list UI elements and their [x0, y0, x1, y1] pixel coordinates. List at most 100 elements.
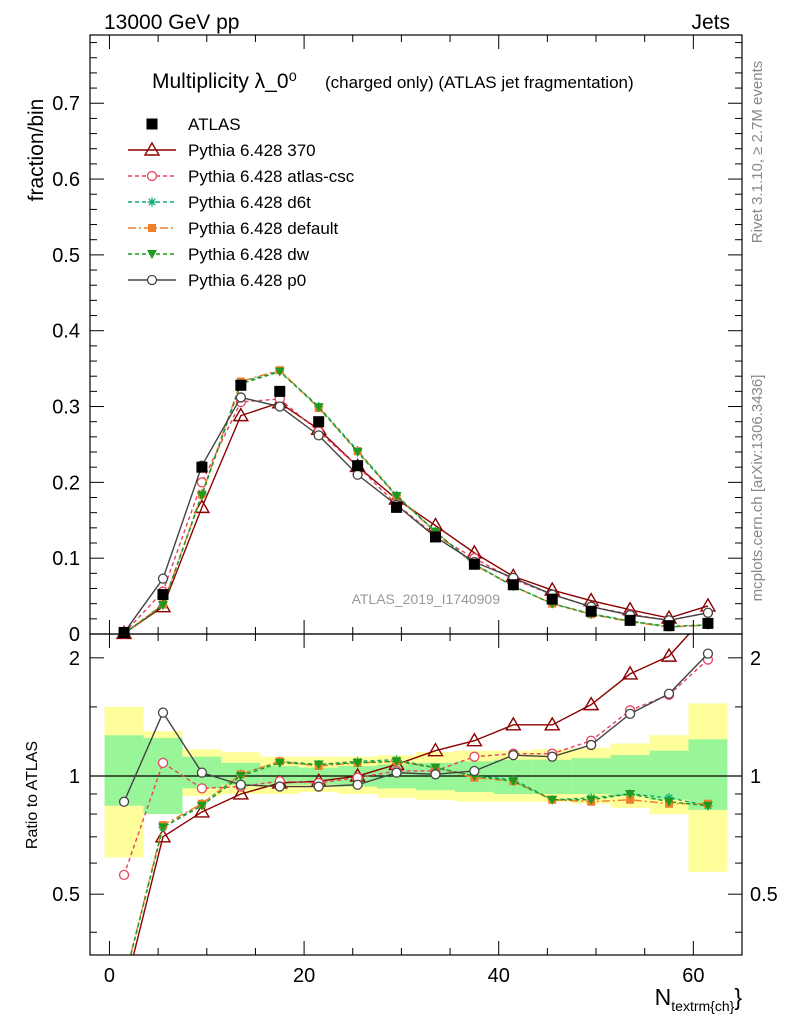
- ratio-point-pythia-6-428-p0-7: [391, 767, 402, 778]
- ratio-point-pythia-6-428-dw-3: [235, 772, 246, 782]
- point-atlas-7: [391, 501, 403, 513]
- ratio-point-pythia-6-428-370-9: [466, 732, 483, 747]
- y-tick-label-0.3: 0.3: [52, 397, 80, 419]
- ratio-point-pythia-6-428-dw-7: [391, 757, 402, 767]
- legend-marker-pythia-6-428-default: [148, 224, 156, 232]
- point-atlas-4: [274, 385, 286, 397]
- legend-marker-pythia-6-428-370: [143, 141, 161, 156]
- legend-item-pythia-6-428-p0: Pythia 6.428 p0: [128, 271, 306, 290]
- side-label-top-text: Rivet 3.1.10, ≥ 2.7M events: [749, 61, 766, 244]
- axis-ticks: 0 20 40 60 0 0.1 0.2 0.3 0.4 0.5 0.6 0.7 0.5 0.5 1 1 2 2: [52, 35, 778, 987]
- ratio-point-pythia-6-428-370-12: [582, 696, 600, 711]
- legend-marker-pythia-6-428-d6t: [147, 197, 157, 207]
- band-inner-15: [688, 739, 728, 810]
- ratio-point-pythia-6-428-p0-9: [469, 765, 480, 777]
- ratio-point-pythia-6-428-p0-3: [235, 779, 246, 790]
- chart-title: Multiplicity λ_0⁰ (charged only) (ATLAS …: [152, 70, 634, 93]
- legend-marker-atlas: [146, 118, 158, 130]
- series-line-pythia-6-428-p0: [123, 396, 709, 634]
- y-axis-label-text: fraction/bin: [25, 99, 48, 202]
- point-atlas-11: [546, 593, 558, 605]
- series-atlas: [118, 379, 714, 638]
- ratio-point-pythia-6-428-370-2: [193, 803, 211, 818]
- point-pythia-6-428-p0-3: [235, 392, 246, 403]
- ratio-point-pythia-6-428-p0-13: [624, 708, 636, 719]
- main-series-layer: [115, 366, 717, 640]
- y-tick-label-0.5: 0.5: [52, 245, 80, 267]
- point-atlas-8: [429, 531, 441, 543]
- ratio-point-pythia-6-428-atlas-csc-9: [469, 751, 480, 762]
- y-tick-label-0.4: 0.4: [52, 321, 80, 343]
- point-pythia-6-428-p0-1: [157, 573, 169, 584]
- point-atlas-9: [468, 558, 480, 570]
- point-pythia-6-428-p0-5: [313, 430, 324, 441]
- uncertainty-bands: [104, 703, 728, 872]
- legend-label-pythia-6-428-dw: Pythia 6.428 dw: [188, 245, 310, 264]
- series-line-pythia-6-428-dw: [123, 370, 708, 635]
- side-label-bottom: mcplots.cern.ch [arXiv:1306.3436]: [749, 375, 766, 602]
- point-pythia-6-428-p0-6: [352, 469, 363, 480]
- y-axis-label: fraction/bin: [25, 99, 48, 202]
- ratio-point-pythia-6-428-dw-2: [196, 801, 207, 811]
- point-atlas-14: [663, 620, 675, 632]
- ratio-point-pythia-6-428-370-11: [544, 716, 561, 731]
- point-pythia-6-428-370-3: [232, 407, 250, 422]
- y-tick-label-0: 0: [69, 624, 80, 646]
- y-tick-label-0.1: 0.1: [52, 548, 80, 570]
- ratio-point-pythia-6-428-370-10: [505, 716, 522, 731]
- point-pythia-6-428-p0-15: [702, 607, 714, 618]
- chart-title-suffix: (charged only) (ATLAS jet fragmentation): [325, 73, 634, 92]
- ratio-point-pythia-6-428-dw-5: [313, 760, 324, 770]
- point-atlas-6: [352, 460, 364, 472]
- ratio-axis-label-text: Ratio to ATLAS: [24, 741, 41, 849]
- point-pythia-6-428-370-2: [193, 498, 211, 514]
- point-pythia-6-428-dw-4: [274, 367, 285, 377]
- point-pythia-6-428-p0-4: [274, 401, 285, 412]
- legend-item-pythia-6-428-atlas-csc: Pythia 6.428 atlas-csc: [128, 167, 355, 186]
- band-inner-14: [649, 750, 689, 800]
- point-atlas-5: [313, 416, 325, 428]
- ratio-series-pythia-6-428-p0: [118, 648, 714, 807]
- point-atlas-15: [702, 617, 714, 629]
- ratio-point-pythia-6-428-dw-11: [547, 795, 558, 805]
- ratio-tick-label-left-1: 1: [69, 766, 80, 788]
- ratio-point-pythia-6-428-p0-11: [547, 751, 558, 762]
- y-tick-label-0.2: 0.2: [52, 472, 80, 494]
- x-axis-label-close: }: [734, 984, 742, 1010]
- ratio-line-pythia-6-428-370: [132, 634, 690, 955]
- chart-title-main: Multiplicity λ_0⁰: [152, 70, 297, 93]
- point-pythia-6-428-dw-7: [391, 492, 402, 502]
- x-axis-label: Ntextrm{ch}}: [655, 984, 743, 1014]
- point-atlas-0: [118, 626, 130, 638]
- ratio-frame: [89, 633, 743, 956]
- ratio-point-pythia-6-428-dw-4: [274, 758, 285, 768]
- point-atlas-3: [235, 379, 247, 391]
- side-label-top: Rivet 3.1.10, ≥ 2.7M events: [749, 61, 766, 244]
- ratio-point-pythia-6-428-p0-2: [196, 767, 208, 778]
- ratio-point-pythia-6-428-p0-4: [274, 781, 285, 792]
- ratio-point-pythia-6-428-p0-1: [157, 707, 169, 718]
- y-tick-label-0.7: 0.7: [52, 93, 80, 115]
- x-axis-label-sub: textrm{ch}: [671, 998, 734, 1014]
- legend-item-atlas: ATLAS: [146, 115, 241, 134]
- ratio-tick-label-right-2: 2: [750, 648, 761, 670]
- header-left: 13000 GeV pp: [104, 11, 239, 34]
- ratio-point-pythia-6-428-p0-10: [508, 750, 519, 761]
- ratio-line-pythia-6-428-dw: [129, 760, 709, 955]
- x-tick-label-60: 60: [682, 965, 704, 987]
- ratio-tick-label-left-0.5: 0.5: [52, 884, 80, 906]
- x-tick-label-40: 40: [488, 965, 510, 987]
- ratio-point-pythia-6-428-atlas-csc-1: [157, 757, 169, 769]
- plot-frames: [89, 34, 743, 956]
- ratio-line-pythia-6-428-d6t: [129, 759, 709, 955]
- ratio-point-pythia-6-428-default-13: [626, 795, 635, 804]
- ratio-point-pythia-6-428-p0-5: [313, 781, 324, 792]
- header-right: Jets: [691, 11, 730, 34]
- legend-label-pythia-6-428-p0: Pythia 6.428 p0: [188, 271, 306, 290]
- series-line-pythia-6-428-370: [123, 401, 709, 634]
- point-pythia-6-428-dw-6: [352, 448, 363, 458]
- ratio-point-pythia-6-428-p0-6: [352, 779, 363, 790]
- x-tick-label-20: 20: [293, 965, 315, 987]
- legend-marker-pythia-6-428-p0: [146, 274, 158, 286]
